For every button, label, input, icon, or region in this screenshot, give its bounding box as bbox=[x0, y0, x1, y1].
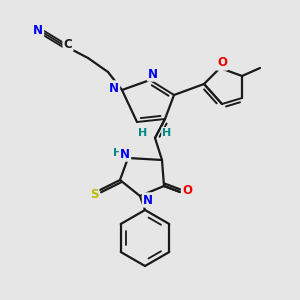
Text: C: C bbox=[64, 38, 72, 50]
Text: S: S bbox=[90, 188, 98, 202]
Text: O: O bbox=[182, 184, 192, 197]
Text: N: N bbox=[33, 23, 43, 37]
Text: N: N bbox=[120, 148, 130, 160]
Text: N: N bbox=[148, 68, 158, 80]
Text: N: N bbox=[143, 194, 153, 206]
Text: H: H bbox=[138, 128, 148, 138]
Text: N: N bbox=[109, 82, 119, 94]
Text: O: O bbox=[217, 56, 227, 70]
Text: H: H bbox=[162, 128, 172, 138]
Text: H: H bbox=[113, 148, 123, 158]
